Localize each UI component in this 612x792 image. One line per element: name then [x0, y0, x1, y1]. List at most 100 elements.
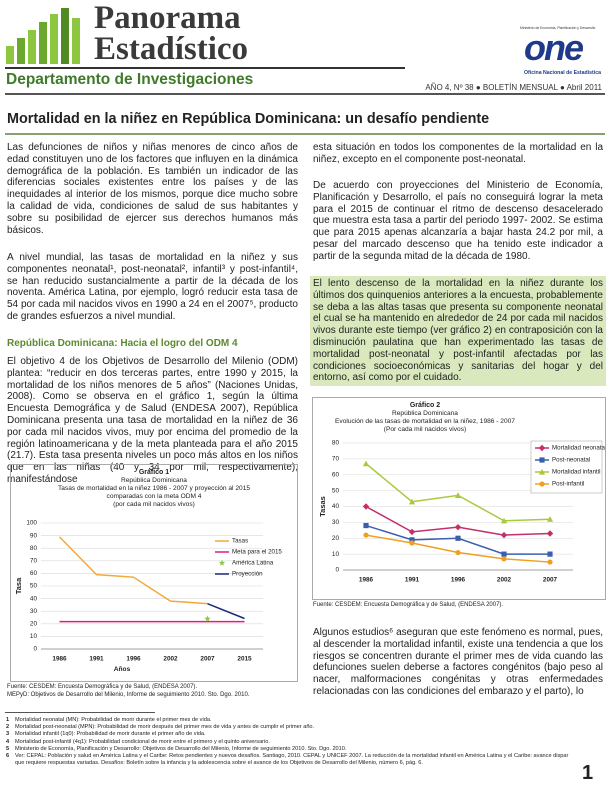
- issue: AÑO 4, Nº 38 ● BOLETÍN MENSUAL ● Abril 2…: [425, 83, 602, 92]
- legend-marker: [538, 444, 546, 452]
- x-tick-label: 1986: [359, 577, 374, 584]
- x-tick-label: 1996: [126, 656, 141, 663]
- marker: [408, 498, 416, 505]
- y-tick-label: 70: [30, 557, 38, 564]
- y-tick-label: 20: [30, 620, 38, 627]
- chart-title: Gráfico 1: [139, 469, 169, 476]
- paragraph: Algunos estudios⁶ aseguran que este fenó…: [313, 627, 603, 697]
- y-tick-label: 0: [33, 646, 37, 653]
- y-tick-label: 30: [332, 519, 340, 526]
- chart-subtitle: Evolución de las tasas de mortalidad en …: [335, 418, 515, 425]
- icon-bar: [72, 18, 80, 64]
- x-tick-label: 2002: [497, 577, 512, 584]
- footnote-number: 6: [6, 753, 10, 760]
- logo-office: Oficina Nacional de Estadística: [524, 70, 601, 76]
- logo-ministry: Ministerio de Economía, Planificación y …: [520, 26, 596, 30]
- footnote-number: 3: [6, 731, 10, 738]
- legend-marker: [218, 559, 226, 566]
- x-tick-label: 1996: [451, 577, 466, 584]
- y-tick-label: 40: [30, 595, 38, 602]
- chart-subtitle: comparadas con la meta ODM 4: [107, 493, 202, 500]
- footnote: 2 Mortalidad post-neonatal (MPN): Probabi…: [6, 724, 576, 731]
- marker: [408, 528, 416, 536]
- marker: [501, 556, 507, 562]
- footnote-number: 1: [6, 717, 10, 723]
- marker: [547, 551, 553, 557]
- y-tick-label: 40: [332, 503, 340, 510]
- marker: [454, 523, 462, 531]
- y-tick-label: 60: [332, 471, 340, 478]
- legend-marker: [538, 468, 546, 475]
- chart-title: Gráfico 2: [410, 402, 440, 409]
- legend-label: América Latina: [232, 560, 274, 567]
- logo-wordmark: one: [524, 27, 584, 68]
- x-tick-label: 1986: [52, 656, 67, 663]
- rule: [5, 133, 605, 135]
- marker: [204, 615, 211, 622]
- rule: [5, 712, 155, 713]
- marker: [409, 540, 415, 546]
- marker: [455, 549, 461, 556]
- series-line: [58, 536, 208, 605]
- y-tick-label: 30: [30, 608, 38, 615]
- y-tick-label: 50: [30, 583, 38, 590]
- y-tick-label: 0: [335, 567, 339, 574]
- marker: [455, 535, 461, 541]
- series-line: [365, 463, 551, 522]
- legend-label: Mortalidad neonatal: [552, 445, 606, 452]
- y-tick-label: 10: [30, 633, 38, 640]
- legend-label: Meta para el 2015: [232, 549, 282, 556]
- header-icon: [6, 8, 80, 64]
- marker: [454, 492, 462, 498]
- legend-label: Mortalidad infantil: [552, 469, 601, 476]
- y-tick-label: 80: [30, 545, 38, 552]
- header-title: Panorama: [94, 0, 241, 36]
- footnotes: 1 Mortalidad neonatal (MN): Probabilidad …: [6, 717, 576, 767]
- icon-bar: [28, 30, 36, 64]
- chart-subtitle: República Dominicana: [392, 410, 458, 417]
- y-tick-label: 20: [332, 535, 340, 542]
- marker: [501, 551, 507, 557]
- chart-subtitle: República Dominicana: [121, 477, 187, 484]
- marker: [500, 531, 508, 539]
- x-tick-label: 1991: [89, 656, 104, 663]
- x-axis-label: Años: [114, 666, 131, 673]
- chart-source: Fuente: CESDEM: Encuesta Demográfica y d…: [7, 683, 249, 699]
- y-tick-label: 70: [332, 456, 340, 463]
- marker: [546, 516, 554, 522]
- footnote: 4 Mortalidad post-infantil (4q1): Probabi…: [6, 739, 576, 746]
- legend-marker: [539, 481, 545, 487]
- x-tick-label: 2015: [237, 656, 252, 663]
- source-line: MEPyD: Objetivos de Desarrollo del Milen…: [7, 692, 250, 698]
- legend-marker: [539, 457, 545, 463]
- chart-source: Fuente: CESDEM: Encuesta Demográfica y d…: [313, 602, 504, 608]
- marker: [409, 537, 415, 543]
- marker: [500, 517, 508, 524]
- chart-subtitle: (Por cada mil nacidos vivos): [384, 426, 466, 433]
- subheading: República Dominicana: Hacia el logro del…: [7, 338, 238, 349]
- marker: [362, 503, 370, 510]
- icon-bar: [39, 22, 47, 64]
- department: Departamento de Investigaciones: [6, 71, 254, 88]
- footnote-text: Mortalidad infantil (1q0): Probabilidad …: [15, 731, 206, 738]
- marker: [363, 522, 369, 529]
- legend-label: Proyección: [232, 571, 263, 578]
- footnote: 1 Mortalidad neonatal (MN): Probabilidad …: [6, 717, 576, 724]
- footnote-text: Mortalidad neonatal (MN): Probabilidad d…: [15, 717, 212, 723]
- x-tick-label: 2007: [200, 656, 215, 663]
- paragraph: Las defunciones de niños y niñas menores…: [7, 142, 298, 236]
- article-title: Mortalidad en la niñez en República Domi…: [7, 111, 490, 127]
- x-tick-label: 2002: [163, 656, 178, 663]
- series-line: [207, 602, 245, 620]
- marker: [363, 532, 369, 538]
- y-tick-label: 100: [26, 520, 37, 527]
- marker: [362, 460, 370, 467]
- footnote-text: Ver: CEPAL: Población y salud en América…: [15, 753, 569, 767]
- icon-bar: [50, 14, 58, 64]
- source-line: Fuente: CESDEM: Encuesta Demográfica y d…: [7, 684, 198, 690]
